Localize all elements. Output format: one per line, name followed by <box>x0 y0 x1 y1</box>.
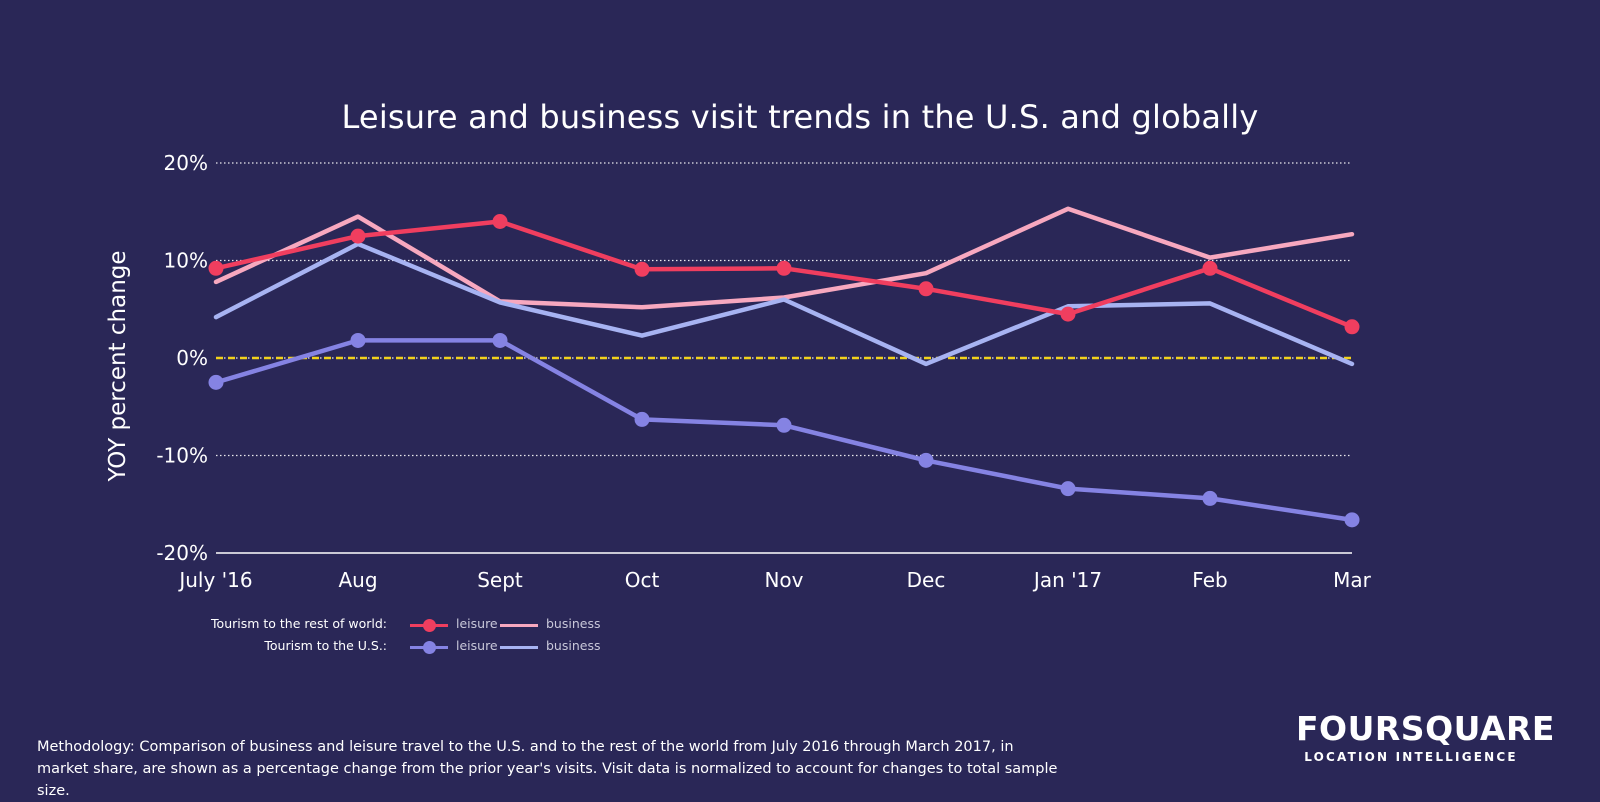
legend-label: business <box>546 616 601 631</box>
data-point <box>492 332 508 348</box>
series-lines <box>208 206 1360 528</box>
data-point <box>1202 260 1218 276</box>
data-point <box>634 411 650 427</box>
legend-swatch <box>500 646 538 649</box>
legend-label: leisure <box>456 638 498 653</box>
data-point <box>1202 490 1218 506</box>
x-tick-label: Oct <box>625 568 660 592</box>
legend-label: business <box>546 638 601 653</box>
y-tick-label: -20% <box>156 541 208 565</box>
data-point <box>1344 512 1360 528</box>
methodology-note: Methodology: Comparison of business and … <box>37 739 1058 799</box>
y-tick-label: 20% <box>164 151 208 175</box>
legend-label: leisure <box>456 616 498 631</box>
brand-tagline: LOCATION INTELLIGENCE <box>1304 750 1518 764</box>
x-tick-label: Feb <box>1192 568 1227 592</box>
x-tick-label: July '16 <box>177 568 252 592</box>
brand-name: FOURSQUARE <box>1296 709 1555 748</box>
y-tick-label: 10% <box>164 249 208 273</box>
x-tick-label: Mar <box>1333 568 1372 592</box>
data-point <box>776 417 792 433</box>
data-point <box>776 260 792 276</box>
legend-swatch <box>500 624 538 627</box>
x-tick-label: Nov <box>764 568 803 592</box>
data-point <box>1060 306 1076 322</box>
y-axis-label: YOY percent change <box>105 250 131 482</box>
x-tick-label: Dec <box>907 568 946 592</box>
legend-group-label: Tourism to the rest of world: <box>211 616 387 631</box>
data-point <box>918 281 934 297</box>
data-point <box>1060 481 1076 497</box>
legend-group-label: Tourism to the U.S.: <box>264 638 387 653</box>
chart-title: Leisure and business visit trends in the… <box>341 98 1259 136</box>
data-point <box>350 332 366 348</box>
data-point <box>918 452 934 468</box>
y-tick-label: -10% <box>156 444 208 468</box>
x-tick-label: Sept <box>477 568 523 592</box>
legend-row-rest-of-world: Tourism to the rest of world: leisure bu… <box>180 616 640 636</box>
legend-row-us: Tourism to the U.S.: leisure business <box>180 638 640 658</box>
series-line-0 <box>213 206 1355 310</box>
brand-logo: FOURSQUARE LOCATION INTELLIGENCE <box>1296 709 1555 765</box>
tick-labels: 20% 10% 0% -10% -20% July '16 Aug Sept Oct Nov Dec… <box>156 151 1371 592</box>
data-point <box>634 261 650 277</box>
data-point <box>350 228 366 244</box>
legend-marker <box>423 619 436 632</box>
data-point <box>208 260 224 276</box>
data-point <box>208 374 224 390</box>
data-point <box>492 214 508 229</box>
x-tick-label: Aug <box>338 568 377 592</box>
series-line-1 <box>213 241 1355 367</box>
x-tick-label: Jan '17 <box>1032 568 1102 592</box>
y-tick-label: 0% <box>176 346 208 370</box>
legend-marker <box>423 641 436 654</box>
grid-lines <box>216 162 1352 457</box>
data-point <box>1344 319 1360 335</box>
